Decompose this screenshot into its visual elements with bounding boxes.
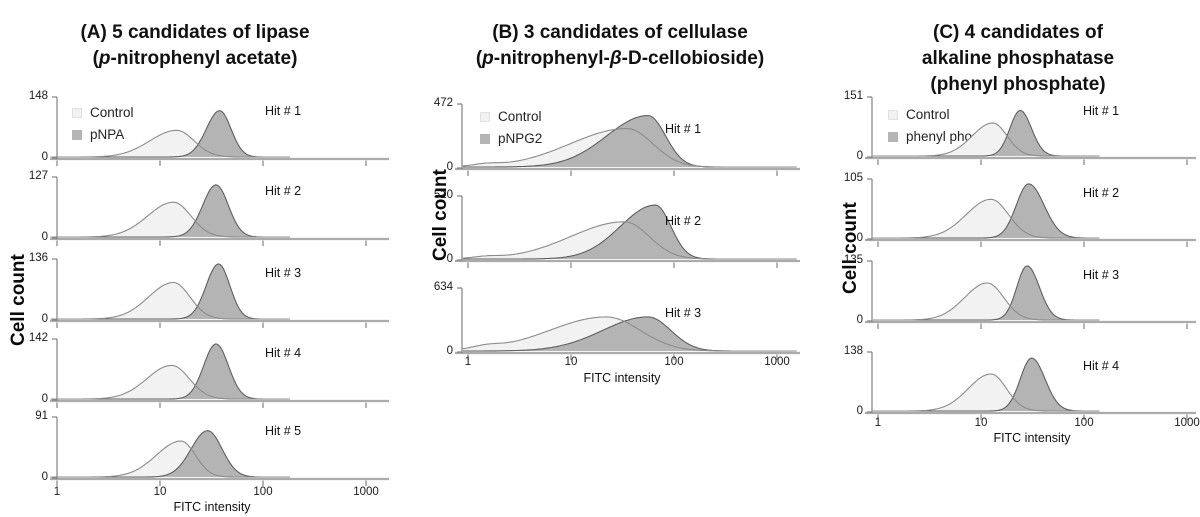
y-zero-label: 0 (856, 314, 863, 326)
x-tick-label: 1 (874, 417, 882, 429)
control-curve-outline (872, 282, 1100, 321)
panel-a-title-line: (A) 5 candidates of lipase (80, 21, 310, 43)
control-curve-fill (872, 199, 1100, 238)
panel-c-title: (C) 4 candidates of alkaline phosphatase (… (848, 20, 1188, 98)
y-max-label: 135 (843, 254, 863, 266)
panel-b-title-line: (B) 3 candidates of cellulase (492, 21, 748, 43)
control-curve-fill (872, 283, 1100, 320)
y-max-label: 136 (28, 252, 48, 264)
substrate-curve-fill (872, 183, 1100, 238)
x-tick-label: 10 (564, 356, 578, 368)
x-tick-label: 1 (464, 356, 472, 368)
y-max-label: 138 (843, 345, 863, 357)
legend-entry: phenyl phosphate (888, 129, 1013, 144)
substrate-curve-outline (872, 357, 1100, 412)
hit-label: Hit # 4 (265, 346, 302, 360)
y-max-label: 634 (433, 281, 453, 293)
substrate-curve-outline (872, 265, 1100, 321)
hit-label: Hit # 1 (265, 104, 302, 118)
hit-label: Hit # 4 (1083, 359, 1120, 373)
panel-b-title-line: (p-nitrophenyl-β-D-cellobioside) (475, 47, 765, 69)
control-curve-outline (872, 373, 1100, 412)
x-tick-label: 100 (1074, 417, 1094, 429)
y-zero-label: 0 (41, 313, 48, 325)
x-tick-label: 100 (664, 356, 684, 368)
panel-b-x-axis-title: FITC intensity (583, 371, 661, 385)
panel-a-x-axis-title: FITC intensity (173, 500, 251, 514)
histogram-row (865, 351, 1196, 420)
hit-label: Hit # 5 (265, 424, 302, 438)
hit-label: Hit # 1 (1083, 104, 1120, 118)
control-curve-outline (872, 198, 1100, 239)
panel-a-title: (A) 5 candidates of lipase (p-nitrophenyl… (15, 20, 375, 72)
x-tick-label: 1 (53, 486, 61, 498)
y-max-label: 520 (433, 189, 453, 201)
histogram-row (865, 260, 1196, 329)
control-curve-fill (872, 374, 1100, 411)
panel-c-title-line: (C) 4 candidates of (933, 21, 1103, 43)
y-max-label: 105 (843, 172, 863, 184)
substrate-curve-fill (872, 265, 1100, 320)
hit-label: Hit # 2 (1083, 186, 1120, 200)
y-zero-label: 0 (856, 405, 863, 417)
legend-label: phenyl phosphate (906, 129, 1013, 144)
panel-c-y-axis-title: Cell count (840, 202, 861, 294)
panel-c-legend: Control phenyl phosphate (888, 107, 1013, 144)
y-max-label: 142 (28, 332, 48, 344)
legend-entry: Control (888, 107, 1013, 122)
x-tick-label: 1000 (764, 356, 790, 368)
substrate-swatch (888, 131, 898, 142)
y-zero-label: 0 (446, 253, 453, 265)
histogram-row (865, 178, 1196, 247)
hit-label: Hit # 3 (265, 266, 302, 280)
hit-label: Hit # 1 (665, 122, 702, 136)
panel-c-x-axis-title: FITC intensity (993, 431, 1071, 445)
x-tick-label: 10 (974, 417, 988, 429)
y-zero-label: 0 (446, 345, 453, 357)
y-max-label: 472 (433, 97, 453, 109)
y-zero-label: 0 (446, 161, 453, 173)
substrate-curve-fill (872, 358, 1100, 411)
y-zero-label: 0 (41, 393, 48, 405)
y-zero-label: 0 (41, 151, 48, 163)
y-max-label: 127 (28, 170, 48, 182)
hit-label: Hit # 3 (1083, 268, 1120, 282)
hit-label: Hit # 2 (665, 214, 702, 228)
panel-c-title-line: (phenyl phosphate) (930, 73, 1106, 95)
y-max-label: 91 (35, 410, 48, 422)
panel-b-title: (B) 3 candidates of cellulase (p-nitrophe… (425, 20, 815, 72)
legend-label: Control (906, 107, 950, 122)
y-max-label: 151 (843, 90, 863, 102)
panel-a-title-line: (p-nitrophenyl acetate) (92, 47, 298, 69)
y-max-label: 148 (28, 90, 48, 102)
panel-c-title-line: alkaline phosphatase (921, 47, 1115, 69)
y-zero-label: 0 (41, 231, 48, 243)
x-tick-label: 1000 (353, 486, 379, 498)
x-tick-label: 100 (253, 486, 273, 498)
y-zero-label: 0 (856, 150, 863, 162)
hit-label: Hit # 3 (665, 306, 702, 320)
substrate-curve-outline (872, 183, 1100, 239)
x-tick-label: 10 (153, 486, 167, 498)
y-zero-label: 0 (856, 232, 863, 244)
control-swatch (888, 109, 898, 120)
x-tick-label: 1000 (1174, 417, 1200, 429)
hit-label: Hit # 2 (265, 184, 302, 198)
y-zero-label: 0 (41, 471, 48, 483)
